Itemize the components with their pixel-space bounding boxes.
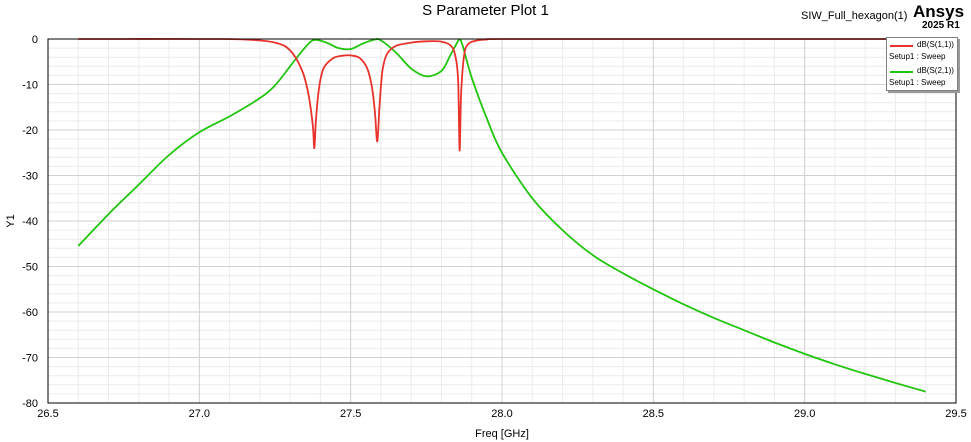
legend-swatch-s11 <box>890 45 913 47</box>
series-line-s21 <box>77 38 926 393</box>
series-line-s11 <box>78 38 926 152</box>
y-tick-label: -40 <box>22 216 38 228</box>
y-tick-label: 0 <box>32 34 38 46</box>
brand-logo: Ansys <box>913 2 965 21</box>
y-tick-label: -50 <box>22 262 38 274</box>
y-tick-label: -30 <box>22 171 38 183</box>
legend-swatch-s21 <box>890 71 913 73</box>
project-name: SIW_Full_hexagon(1) <box>801 10 908 22</box>
x-axis-ticks: 26.5 27.0 27.5 28.0 28.5 29.0 29.5 <box>37 408 966 420</box>
chart-title: S Parameter Plot 1 <box>422 2 549 19</box>
y-tick-label: -80 <box>22 398 38 410</box>
x-tick-label: 28.0 <box>491 408 512 420</box>
data-curves <box>77 38 926 393</box>
y-tick-label: -60 <box>22 307 38 319</box>
chart-legend[interactable]: dB(S(1,1)) Setup1 : Sweep dB(S(2,1)) Set… <box>886 37 958 91</box>
x-tick-label: 28.5 <box>643 408 664 420</box>
legend-setup-s11: Setup1 : Sweep <box>889 52 946 61</box>
plot-border <box>47 38 957 404</box>
x-tick-label: 27.0 <box>189 408 210 420</box>
y-tick-label: -20 <box>22 125 38 137</box>
grid-lines <box>47 38 957 404</box>
x-tick-label: 29.5 <box>945 408 966 420</box>
y-tick-label: -10 <box>22 80 38 92</box>
legend-entry-s21[interactable]: dB(S(2,1)) Setup1 : Sweep <box>887 65 957 89</box>
legend-setup-s21: Setup1 : Sweep <box>889 78 946 87</box>
legend-label-s21: dB(S(2,1)) <box>917 66 954 75</box>
x-tick-label: 29.0 <box>794 408 815 420</box>
y-axis-label: Y1 <box>5 214 17 227</box>
legend-entry-s11[interactable]: dB(S(1,1)) Setup1 : Sweep <box>887 39 957 63</box>
x-axis-label: Freq [GHz] <box>475 428 529 440</box>
version-label: 2025 R1 <box>922 20 960 31</box>
y-tick-label: -70 <box>22 353 38 365</box>
x-tick-label: 26.5 <box>37 408 58 420</box>
legend-label-s11: dB(S(1,1)) <box>917 40 954 49</box>
x-tick-label: 27.5 <box>340 408 361 420</box>
y-axis-ticks: 0 -10 -20 -30 -40 -50 -60 -70 -80 <box>22 34 38 410</box>
